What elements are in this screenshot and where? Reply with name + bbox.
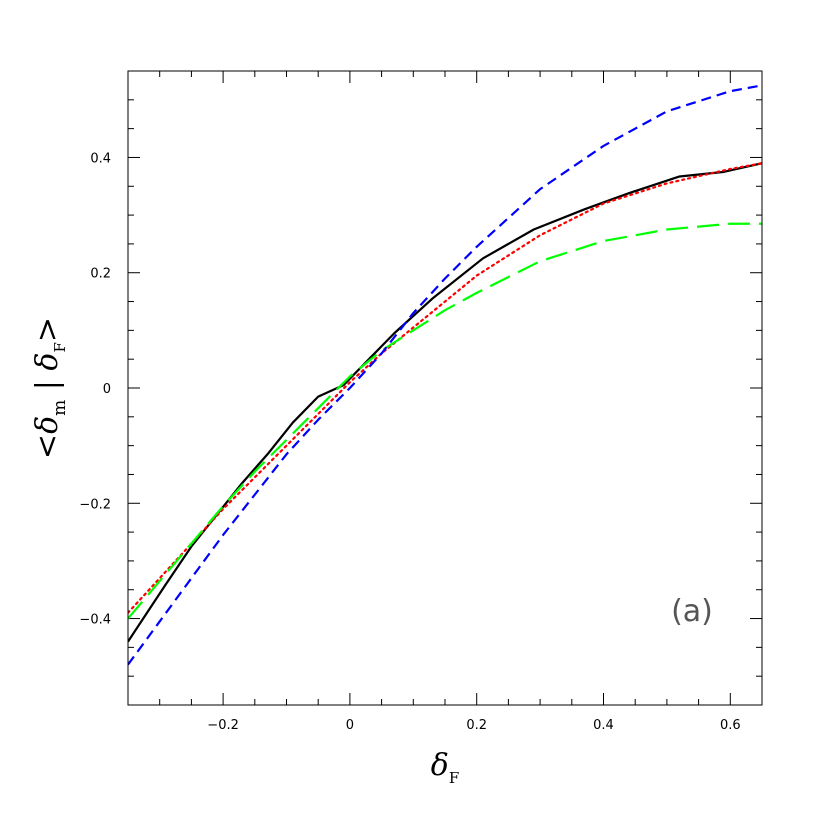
x-tick-label: 0 xyxy=(346,718,354,733)
y-tick-label: 0.4 xyxy=(90,151,111,166)
tick-labels-layer: −0.2 0 0.2 0.4 0.6 −0.4 −0.2 0 0.2 0.4 xyxy=(79,151,740,733)
x-tick-label: 0.4 xyxy=(593,718,614,733)
y-tick-label: −0.4 xyxy=(79,613,111,628)
series-line-long-dash xyxy=(128,222,762,620)
y-tick-label: 0 xyxy=(103,382,111,397)
ticks-layer xyxy=(128,70,763,706)
x-tick-label: 0.6 xyxy=(720,718,741,733)
x-axis-label: δF xyxy=(431,748,459,787)
plot-frame xyxy=(127,70,763,706)
panel-annotation: (a) xyxy=(671,594,713,629)
series-line-solid xyxy=(128,162,762,643)
series-line-short-dash xyxy=(128,84,762,666)
x-tick-label: 0.2 xyxy=(466,718,487,733)
series-layer xyxy=(128,84,762,666)
x-tick-label: −0.2 xyxy=(207,718,239,733)
y-axis-label: <δm | δF> xyxy=(30,317,70,459)
y-tick-label: −0.2 xyxy=(79,497,111,512)
series-line-dotted xyxy=(128,162,762,614)
y-tick-label: 0.2 xyxy=(90,267,111,282)
